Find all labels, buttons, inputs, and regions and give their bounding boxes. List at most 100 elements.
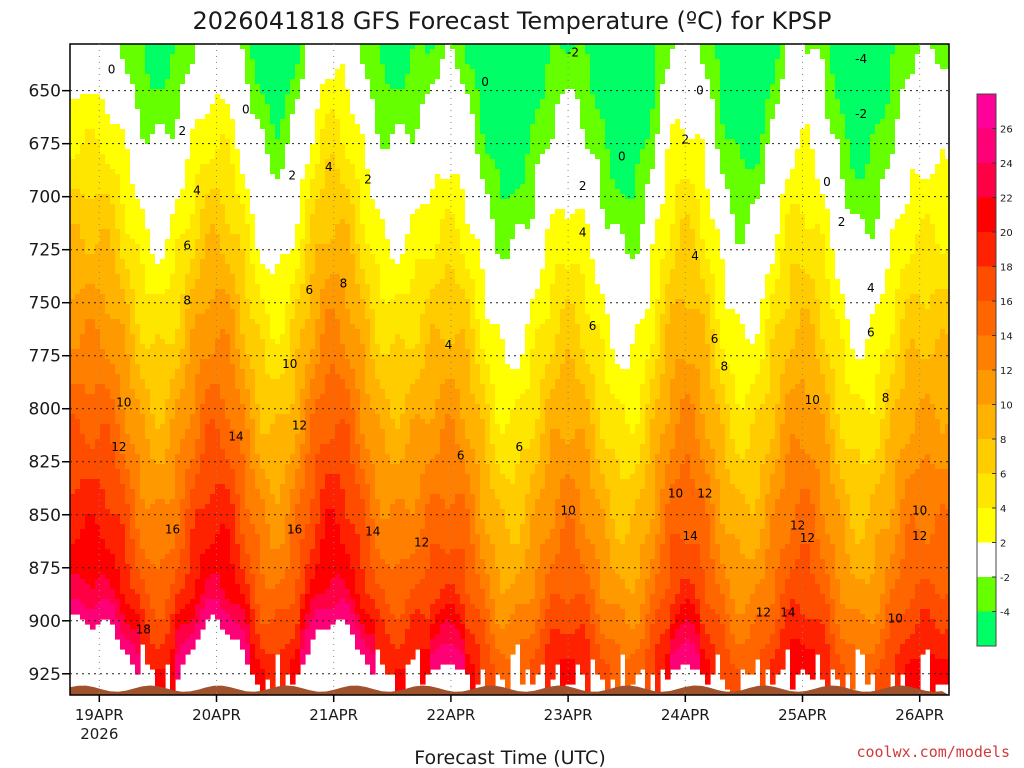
temperature-cell [105,579,111,600]
contour-label: 12 [756,605,771,619]
temperature-cell [365,649,371,665]
temperature-cell [185,309,191,365]
temperature-cell [300,444,306,490]
temperature-cell [370,409,376,465]
temperature-cell [635,624,641,650]
temperature-cell [700,279,706,315]
temperature-cell [410,589,416,615]
temperature-cell [190,214,196,260]
temperature-cell [140,414,146,500]
temperature-cell [205,504,211,550]
temperature-cell [710,504,716,560]
temperature-cell [80,479,86,530]
temperature-cell [225,489,231,530]
temperature-cell [165,79,171,135]
temperature-cell [150,609,156,645]
temperature-cell [695,44,701,135]
temperature-cell [175,369,181,400]
temperature-cell [590,324,596,375]
contour-label: 6 [711,332,719,346]
temperature-cell [385,239,391,305]
temperature-cell [310,274,316,350]
temperature-cell [75,224,81,295]
temperature-cell [215,534,221,575]
temperature-cell [530,219,536,300]
temperature-cell [130,644,136,665]
temperature-cell [80,529,86,580]
temperature-cell [930,654,936,695]
temperature-cell [700,239,706,280]
temperature-cell [695,309,701,370]
temperature-cell [675,119,681,185]
temperature-cell [480,519,486,560]
temperature-cell [900,319,906,390]
temperature-cell [330,154,336,240]
temperature-cell [545,149,551,230]
temperature-cell [380,149,386,220]
temperature-cell [495,324,501,425]
temperature-cell [650,44,656,110]
temperature-cell [745,449,751,505]
contour-label: 2 [579,179,587,193]
temperature-cell [910,474,916,515]
temperature-cell [905,349,911,445]
temperature-cell [360,639,366,655]
temperature-cell [660,544,666,600]
temperature-cell [585,314,591,365]
temperature-cell [85,319,91,395]
temperature-cell [715,614,721,655]
temperature-cell [915,659,921,695]
temperature-cell [875,644,881,670]
temperature-cell [215,484,221,535]
temperature-cell [945,334,949,425]
temperature-cell [335,44,341,70]
temperature-cell [430,189,436,260]
temperature-cell [260,669,266,695]
temperature-cell [585,44,591,55]
temperature-cell [670,654,676,670]
temperature-cell [865,234,871,340]
temperature-cell [465,474,471,510]
temperature-cell [210,494,216,545]
temperature-cell [855,394,861,450]
temperature-cell [445,584,451,605]
temperature-cell [910,634,916,660]
temperature-cell [370,569,376,600]
temperature-cell [855,44,861,180]
y-tick-label: 900 [29,612,61,632]
temperature-cell [620,579,626,610]
temperature-cell [365,634,371,650]
temperature-cell [865,519,871,585]
temperature-cell [805,274,811,310]
temperature-cell [720,564,726,595]
temperature-cell [360,224,366,270]
temperature-cell [935,339,941,420]
temperature-cell [295,434,301,470]
temperature-cell [540,44,546,100]
temperature-cell [540,489,546,545]
temperature-cell [760,299,766,360]
temperature-cell [940,504,946,600]
temperature-cell [515,544,521,575]
temperature-cell [270,174,276,275]
temperature-cell [865,654,871,685]
temperature-cell [560,209,566,265]
temperature-cell [605,149,611,230]
temperature-cell [230,119,236,165]
temperature-cell [710,559,716,610]
temperature-cell [425,44,431,55]
temperature-cell [235,194,241,235]
temperature-cell [375,584,381,610]
temperature-cell [330,309,336,365]
temperature-cell [260,94,266,130]
temperature-cell [165,399,171,450]
temperature-cell [820,414,826,515]
temperature-cell [380,559,386,590]
temperature-cell [190,634,196,650]
temperature-cell [280,484,286,545]
temperature-cell [740,159,746,245]
temperature-cell [510,369,516,410]
temperature-cell [740,44,746,160]
temperature-cell [180,499,186,550]
temperature-cell [300,649,306,665]
